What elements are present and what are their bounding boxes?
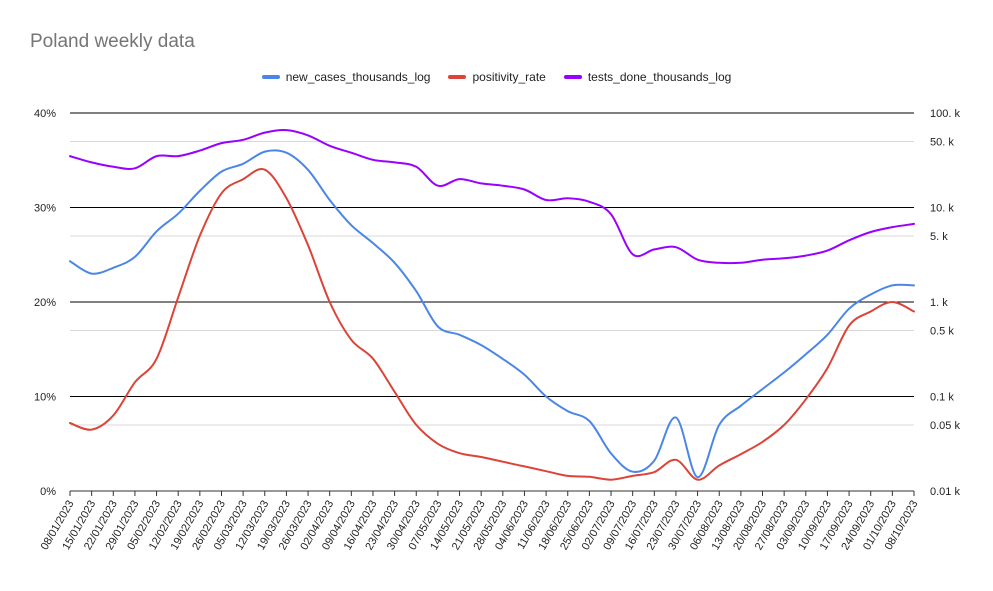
y-right-tick-label: 0.05 k <box>930 420 960 432</box>
legend-label-tests-done: tests_done_thousands_log <box>587 70 732 84</box>
legend-swatch-new-cases <box>261 75 280 79</box>
y-left-tick-label: 40% <box>34 108 56 120</box>
legend-item-new-cases[interactable]: new_cases_thousands_log <box>261 70 431 84</box>
y-right-tick-label: 5. k <box>930 231 948 243</box>
y-right-tick-label: 1. k <box>930 297 948 309</box>
y-right-tick-label: 10. k <box>930 203 954 215</box>
y-right-tick-label: 0.01 k <box>930 486 960 498</box>
y-left-tick-label: 20% <box>34 297 56 309</box>
legend-swatch-tests-done <box>563 75 582 79</box>
legend-swatch-positivity-rate <box>448 75 467 79</box>
y-right-tick-label: 100. k <box>930 108 960 120</box>
y-right-tick-label: 50. k <box>930 136 954 148</box>
legend-item-positivity-rate[interactable]: positivity_rate <box>448 70 546 84</box>
series-line-tests_done_thousands_log <box>69 128 915 265</box>
y-left-tick-label: 10% <box>34 392 56 404</box>
chart-title: Poland weekly data <box>30 31 195 52</box>
y-left-tick-label: 30% <box>34 203 56 215</box>
legend: new_cases_thousands_log positivity_rate … <box>0 70 993 84</box>
y-right-tick-label: 0.1 k <box>930 392 954 404</box>
y-left-tick-label: 0% <box>40 486 56 498</box>
series-line-new_cases_thousands_log <box>69 149 915 479</box>
legend-item-tests-done[interactable]: tests_done_thousands_log <box>563 70 732 84</box>
y-right-tick-label: 0.5 k <box>930 325 954 337</box>
legend-label-new-cases: new_cases_thousands_log <box>285 70 431 84</box>
series-line-positivity_rate <box>69 168 915 481</box>
legend-label-positivity-rate: positivity_rate <box>472 70 546 84</box>
